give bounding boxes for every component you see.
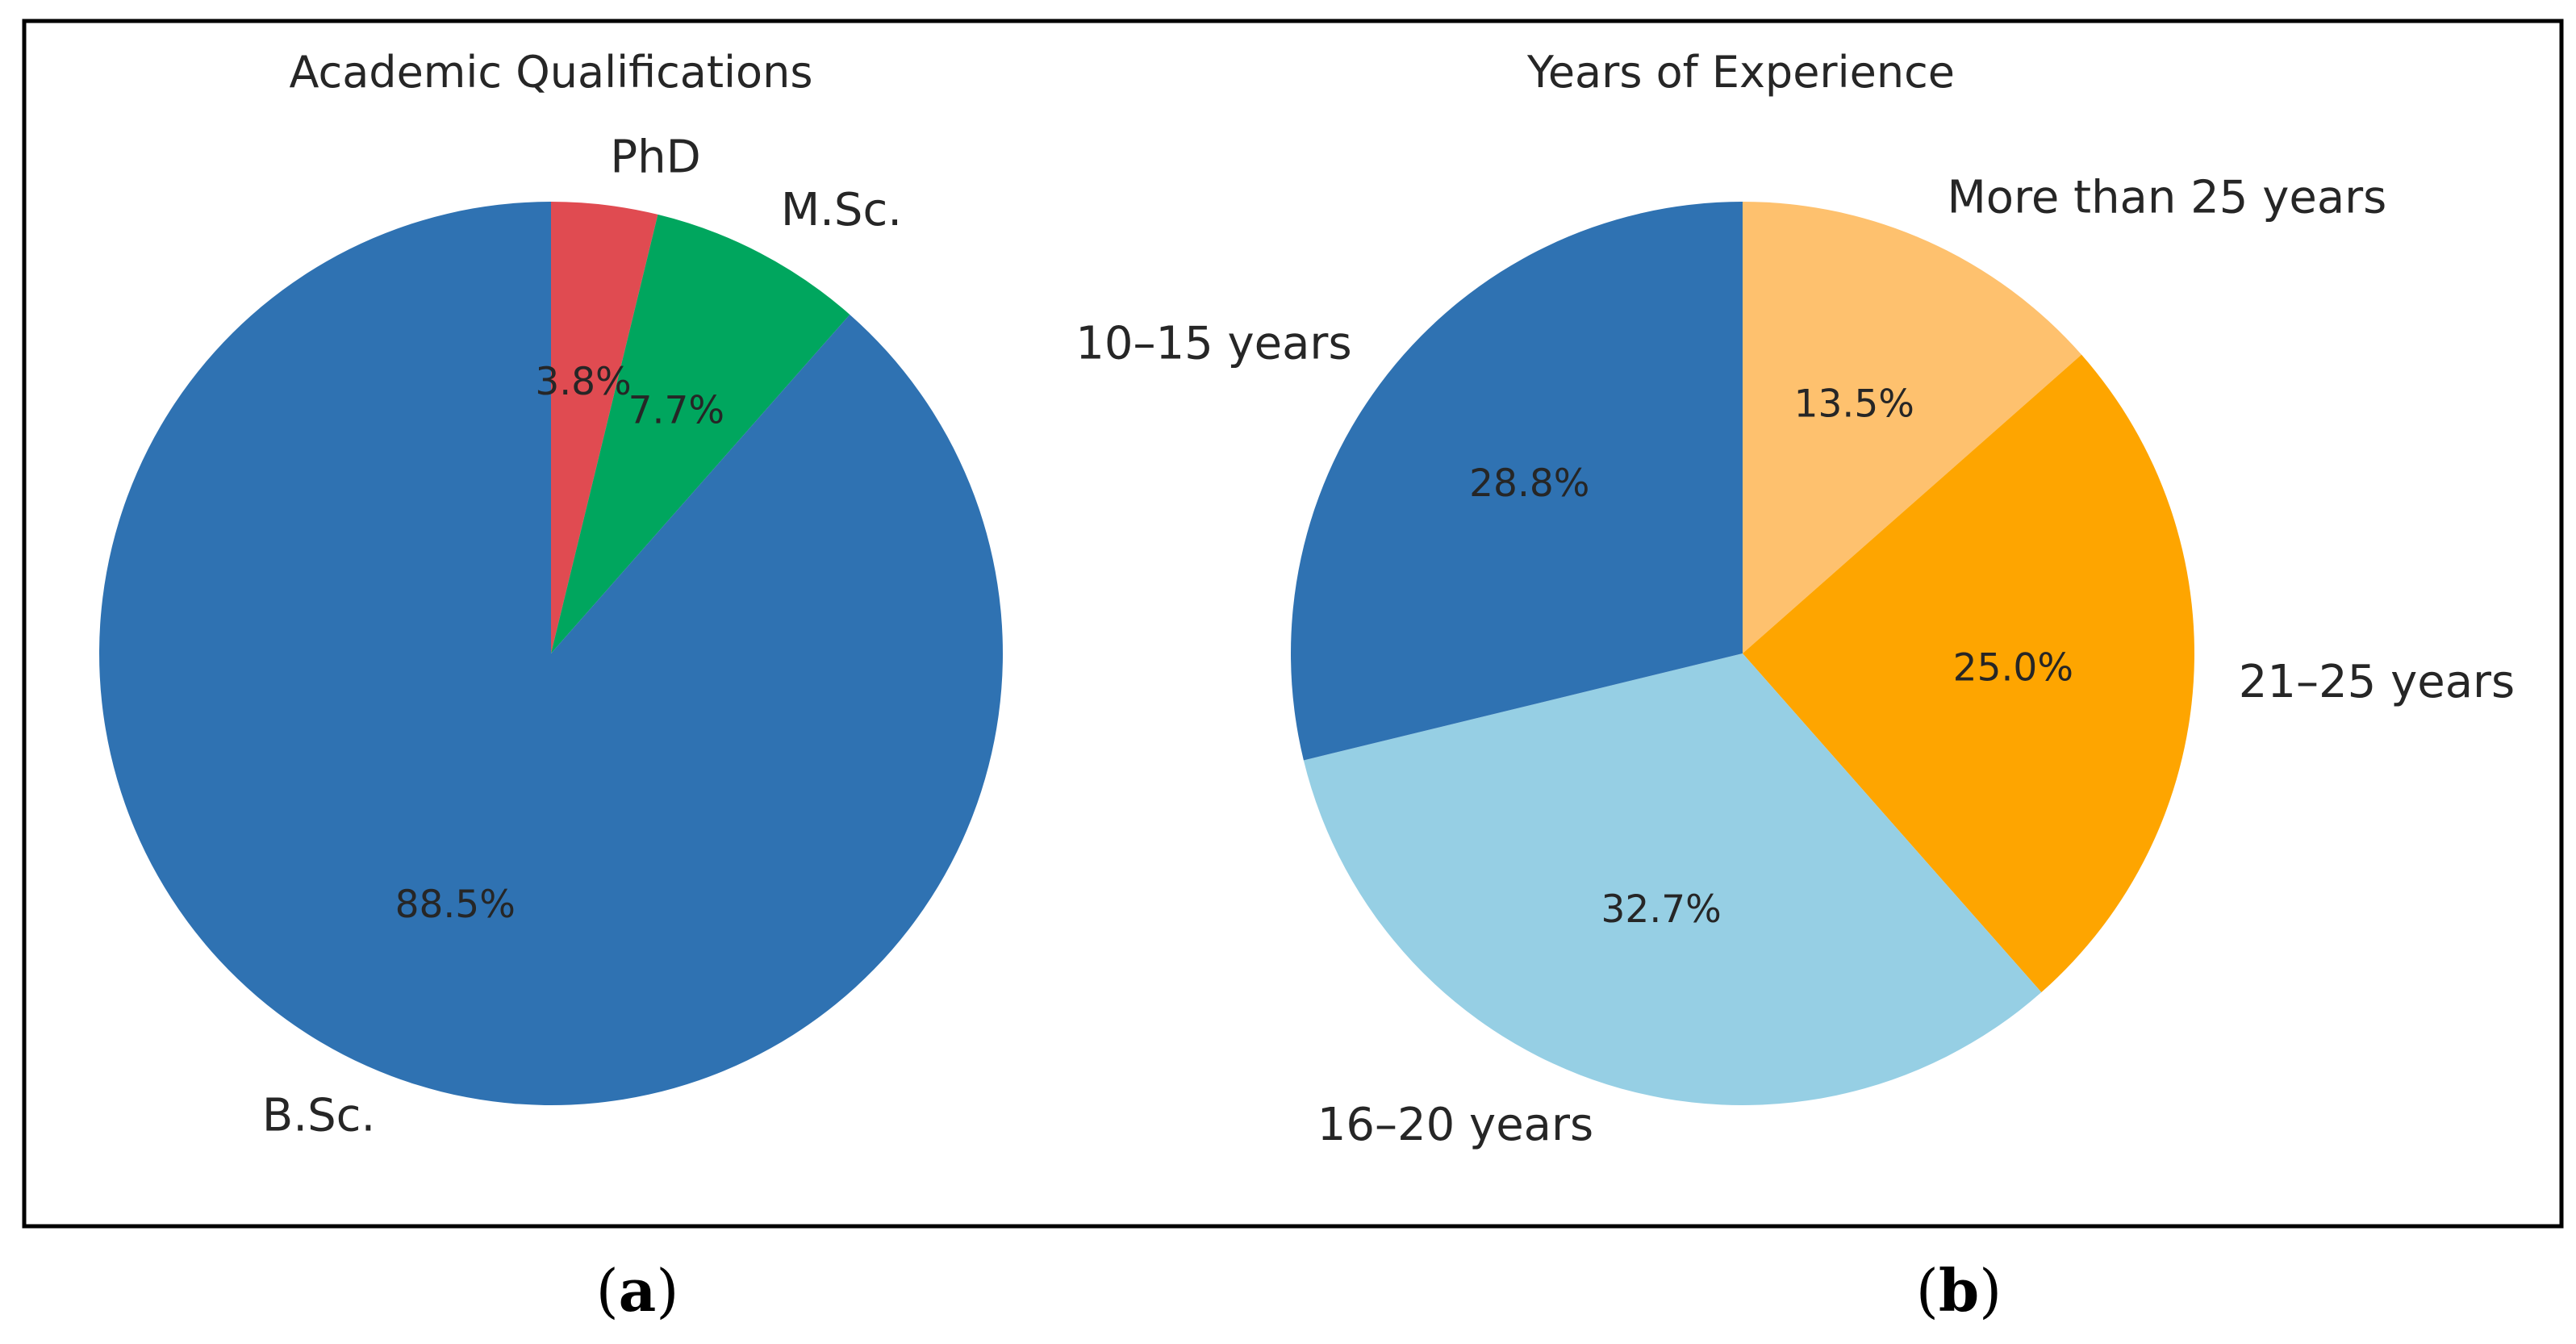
pie-slice-more-than-25-years (1743, 202, 2082, 653)
pct-label-16-20-years: 32.7% (1601, 887, 1722, 932)
panel-letter-a: a (619, 1256, 657, 1325)
pct-label-b-sc: 88.5% (395, 883, 516, 927)
pct-label-m-sc: 7.7% (628, 389, 724, 433)
category-label-m-sc: M.Sc. (781, 184, 902, 236)
pct-label-10-15-years: 28.8% (1469, 461, 1589, 506)
panel-letter-b: b (1939, 1256, 1979, 1325)
pie-slice-16-20-years (1303, 653, 2042, 1106)
pie-pct-labels: 3.8%7.7% 88.5% (395, 360, 724, 927)
pie-slices (98, 202, 1004, 1105)
chart-title: Academic Qualifications (290, 47, 813, 98)
pie-slice-m-sc (551, 214, 850, 653)
pie-chart-years-of-experience: Years of Experience 13.5% 25.0% 32.7% 28.8%… (1075, 47, 2515, 1151)
pie-category-labels: PhD M.Sc. B.Sc. (262, 131, 902, 1142)
pie-chart-academic-qualifications: Academic Qualifications 3.8%7.7% 88.5% Ph… (98, 47, 1004, 1142)
pct-label-more-than-25-years: 13.5% (1794, 382, 1914, 426)
pie-slice-phd (551, 202, 658, 653)
panel-caption-a: (a) (596, 1256, 679, 1325)
category-label-more-than-25-years: More than 25 years (1947, 172, 2386, 224)
pct-label-phd: 3.8% (535, 360, 631, 404)
panel-caption-b: (b) (1916, 1256, 2002, 1325)
pie-slices (1290, 202, 2195, 1106)
pie-slice-b-sc (98, 202, 1004, 1105)
category-label-10-15-years: 10–15 years (1075, 318, 1351, 370)
pie-pct-labels: 13.5% 25.0% 32.7% 28.8% (1469, 382, 2073, 932)
category-label-phd: PhD (610, 131, 700, 184)
pie-slice-10-15-years (1290, 202, 1743, 761)
chart-title: Years of Experience (1526, 47, 1955, 98)
pie-category-labels: More than 25 years 21–25 years 16–20 years… (1075, 172, 2515, 1151)
pct-label-21-25-years: 25.0% (1953, 646, 2073, 691)
pie-slice-21-25-years (1743, 354, 2195, 993)
category-label-16-20-years: 16–20 years (1317, 1099, 1593, 1151)
category-label-21-25-years: 21–25 years (2239, 656, 2515, 708)
category-label-b-sc: B.Sc. (262, 1089, 375, 1142)
